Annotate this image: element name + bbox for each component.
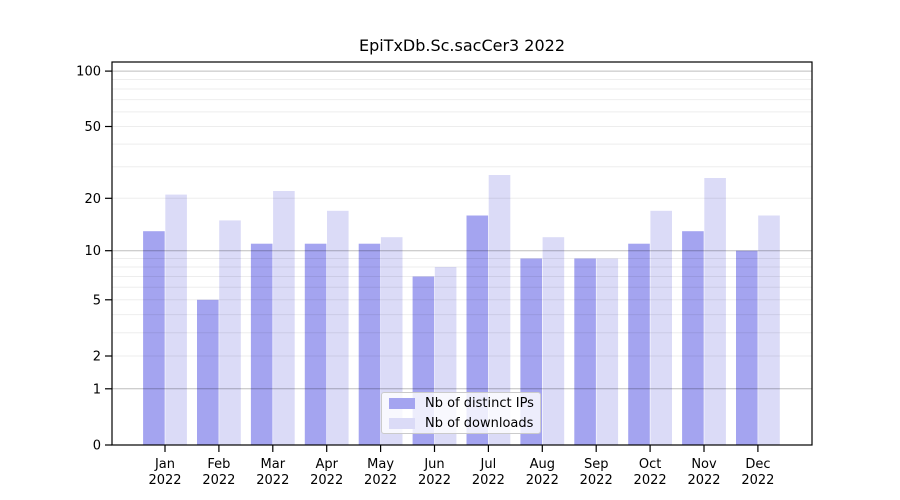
x-tick-label-year: 2022	[256, 473, 289, 488]
x-tick-label-month: Dec	[745, 457, 770, 472]
bar-oct-downloads	[650, 210, 672, 445]
axes-frame	[111, 61, 813, 446]
y-tick-label: 2	[93, 350, 101, 365]
bar-oct-distinct-ips	[628, 243, 650, 445]
legend-row-downloads: Nb of downloads	[389, 415, 540, 431]
bar-jan-downloads	[165, 194, 187, 445]
bar-dec-downloads	[758, 215, 780, 445]
bar-jul-distinct-ips	[466, 215, 489, 445]
y-tick-label: 0	[93, 439, 101, 454]
x-tick-label-month: Oct	[639, 457, 661, 472]
x-tick-label-year: 2022	[687, 473, 720, 488]
bar-nov-distinct-ips	[682, 231, 704, 445]
x-tick-label-year: 2022	[148, 473, 181, 488]
y-tick-label: 20	[84, 192, 101, 207]
bar-nov-downloads	[704, 178, 726, 445]
x-tick-label-month: Jan	[154, 457, 175, 472]
bar-sep-downloads	[596, 258, 619, 445]
bar-sep-distinct-ips	[574, 258, 596, 445]
chart-title: EpiTxDb.Sc.sacCer3 2022	[358, 36, 566, 55]
x-tick-label-year: 2022	[310, 473, 343, 488]
bar-jan-distinct-ips	[143, 231, 165, 445]
x-tick-label-year: 2022	[580, 473, 613, 488]
legend-row-distinct-ips: Nb of distinct IPs	[389, 395, 540, 411]
legend: Nb of distinct IPs Nb of downloads	[381, 392, 541, 434]
x-tick-label-month: Sep	[584, 457, 609, 472]
x-tick-label-month: May	[367, 457, 394, 472]
y-tick-label: 1	[93, 382, 101, 397]
x-tick-label-month: Nov	[691, 457, 717, 472]
x-tick-label-year: 2022	[202, 473, 235, 488]
bar-dec-distinct-ips	[736, 250, 758, 445]
x-tick-label-month: Aug	[530, 457, 555, 472]
x-tick-label-month: Mar	[261, 457, 286, 472]
bar-feb-downloads	[219, 220, 241, 445]
bar-may-distinct-ips	[358, 243, 381, 445]
x-tick-label-year: 2022	[418, 473, 451, 488]
bar-jul-downloads	[488, 175, 511, 445]
bar-feb-distinct-ips	[197, 299, 219, 445]
x-tick-label-year: 2022	[634, 473, 667, 488]
bar-mar-downloads	[273, 191, 295, 445]
bar-aug-downloads	[542, 237, 565, 445]
x-tick-label-year: 2022	[472, 473, 505, 488]
y-tick-label: 10	[84, 244, 101, 259]
x-tick-label-month: Feb	[207, 457, 230, 472]
x-tick-label-year: 2022	[526, 473, 559, 488]
x-tick-label-month: Jun	[423, 457, 444, 472]
x-tick-label-month: Apr	[315, 457, 338, 472]
legend-label-distinct-ips: Nb of distinct IPs	[425, 395, 534, 411]
y-tick-label: 100	[76, 65, 101, 80]
x-tick-label-year: 2022	[741, 473, 774, 488]
bar-apr-distinct-ips	[304, 243, 327, 445]
bar-apr-downloads	[327, 210, 349, 445]
legend-swatch-downloads	[389, 417, 415, 429]
bar-mar-distinct-ips	[250, 243, 273, 445]
legend-swatch-distinct-ips	[389, 397, 415, 409]
legend-label-downloads: Nb of downloads	[425, 415, 534, 431]
x-tick-label-year: 2022	[364, 473, 397, 488]
y-tick-label: 5	[93, 293, 101, 308]
x-tick-label-month: Jul	[480, 457, 497, 472]
y-tick-label: 50	[84, 120, 101, 135]
